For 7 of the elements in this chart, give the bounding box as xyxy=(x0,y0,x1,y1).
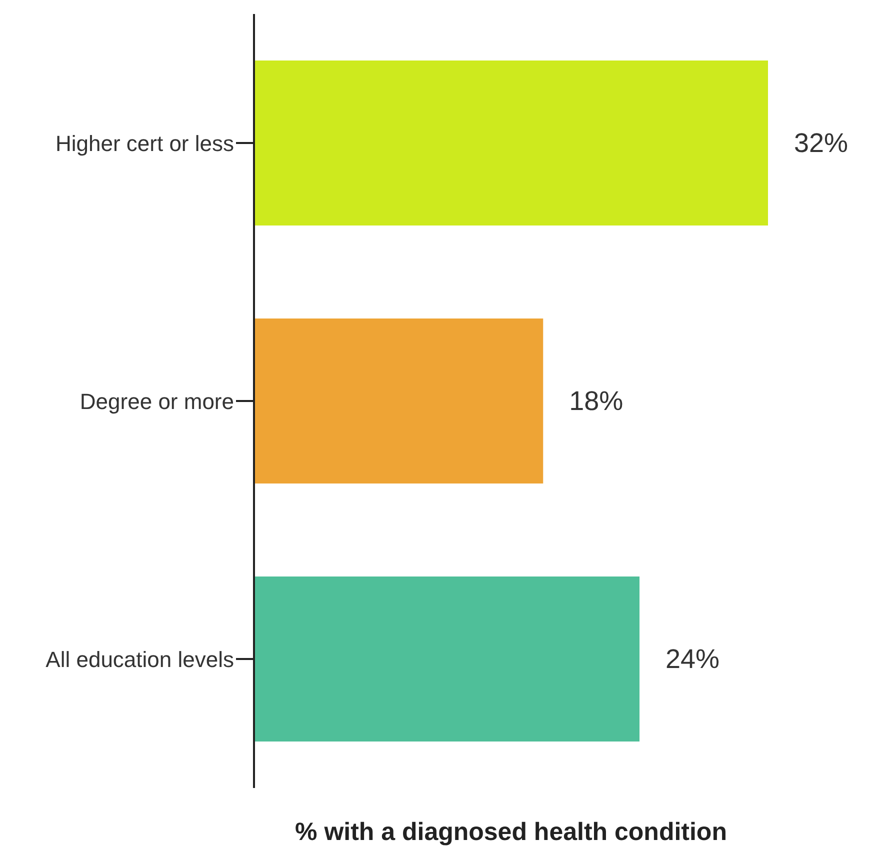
data-label: 18% xyxy=(569,386,624,416)
y-tick-label: Degree or more xyxy=(80,388,234,414)
data-label: 24% xyxy=(666,644,720,674)
y-tick-label: Higher cert or less xyxy=(55,130,234,156)
data-label: 32% xyxy=(794,128,848,158)
y-tick-label: All education levels xyxy=(46,646,234,672)
x-axis-title: % with a diagnosed health condition xyxy=(295,818,727,846)
